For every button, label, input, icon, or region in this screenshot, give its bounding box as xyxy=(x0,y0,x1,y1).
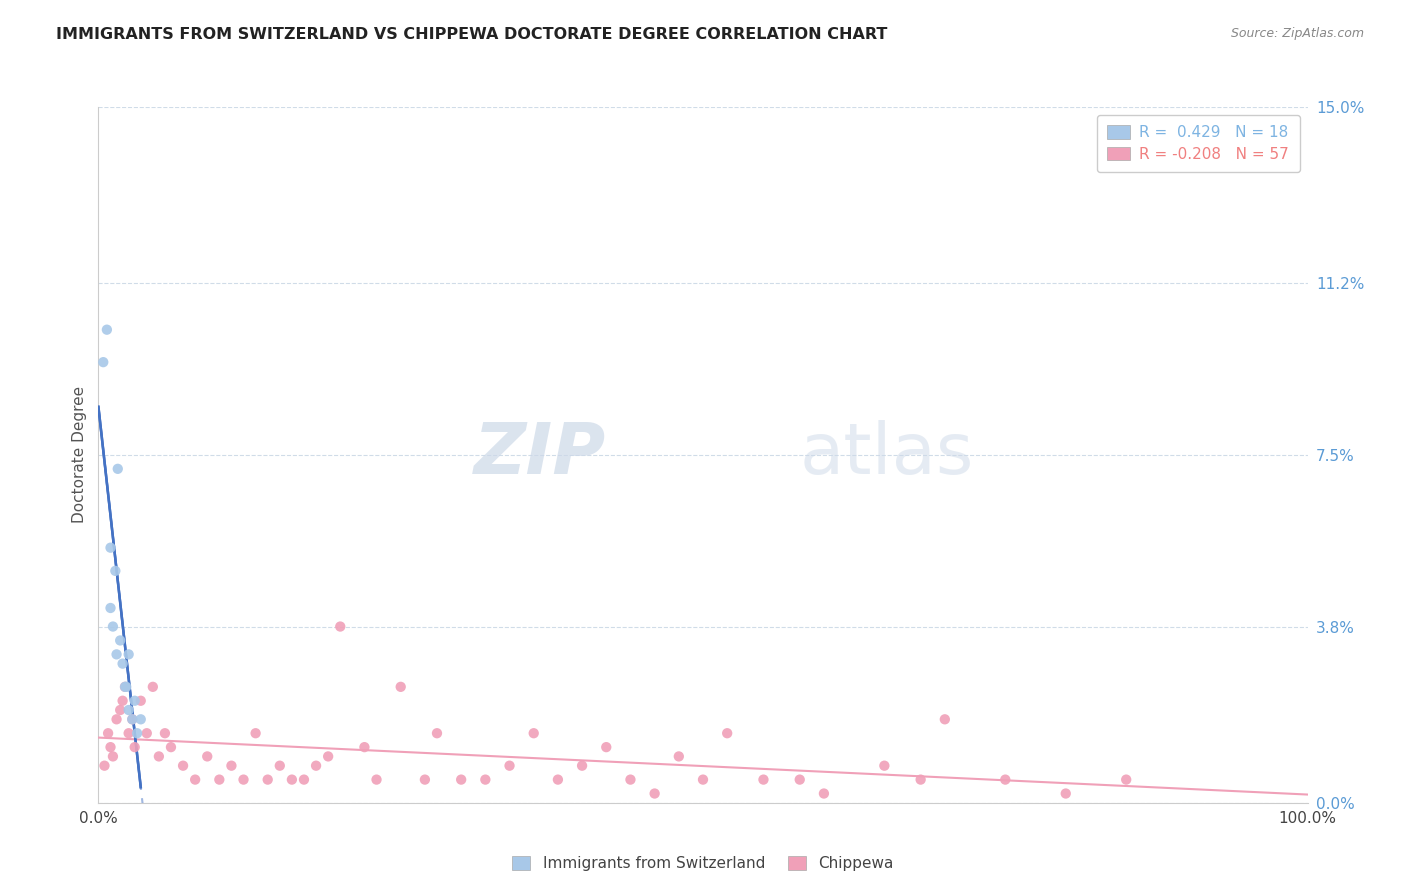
Point xyxy=(195,749,218,764)
Point xyxy=(389,680,412,694)
Point xyxy=(1054,787,1077,801)
Point xyxy=(118,703,141,717)
Point xyxy=(111,657,134,671)
Text: IMMIGRANTS FROM SWITZERLAND VS CHIPPEWA DOCTORATE DEGREE CORRELATION CHART: IMMIGRANTS FROM SWITZERLAND VS CHIPPEWA … xyxy=(56,27,887,42)
Point xyxy=(111,694,134,708)
Point xyxy=(93,758,115,772)
Point xyxy=(115,680,138,694)
Point xyxy=(101,619,124,633)
Point xyxy=(619,772,641,787)
Point xyxy=(450,772,472,787)
Point xyxy=(789,772,811,787)
Point xyxy=(118,726,141,740)
Point xyxy=(668,749,690,764)
Point xyxy=(221,758,243,772)
Point xyxy=(329,619,352,633)
Point xyxy=(910,772,932,787)
Point xyxy=(547,772,569,787)
Point xyxy=(413,772,436,787)
Point xyxy=(142,680,165,694)
Point xyxy=(644,787,666,801)
Point xyxy=(91,355,114,369)
Point xyxy=(121,712,143,726)
Legend: R =  0.429   N = 18, R = -0.208   N = 57: R = 0.429 N = 18, R = -0.208 N = 57 xyxy=(1097,115,1301,172)
Point xyxy=(100,740,122,755)
Point xyxy=(129,712,152,726)
Text: Source: ZipAtlas.com: Source: ZipAtlas.com xyxy=(1230,27,1364,40)
Point xyxy=(124,694,146,708)
Point xyxy=(571,758,593,772)
Point xyxy=(305,758,328,772)
Y-axis label: Doctorate Degree: Doctorate Degree xyxy=(72,386,87,524)
Point xyxy=(100,601,122,615)
Point xyxy=(994,772,1017,787)
Point xyxy=(96,323,118,337)
Point xyxy=(934,712,956,726)
Point xyxy=(813,787,835,801)
Point xyxy=(256,772,278,787)
Point xyxy=(245,726,267,740)
Point xyxy=(172,758,194,772)
Point xyxy=(118,648,141,662)
Point xyxy=(114,680,136,694)
Point xyxy=(148,749,170,764)
Point xyxy=(184,772,207,787)
Point xyxy=(129,694,152,708)
Point xyxy=(498,758,520,772)
Point xyxy=(716,726,738,740)
Point xyxy=(595,740,617,755)
Text: atlas: atlas xyxy=(800,420,974,490)
Point xyxy=(353,740,375,755)
Point xyxy=(104,564,127,578)
Point xyxy=(366,772,388,787)
Point xyxy=(105,648,128,662)
Point xyxy=(474,772,496,787)
Point xyxy=(97,726,120,740)
Text: ZIP: ZIP xyxy=(474,420,606,490)
Point xyxy=(269,758,291,772)
Point xyxy=(108,703,131,717)
Point xyxy=(692,772,714,787)
Point xyxy=(108,633,131,648)
Point xyxy=(124,740,146,755)
Point xyxy=(135,726,157,740)
Point xyxy=(292,772,315,787)
Point xyxy=(105,712,128,726)
Point xyxy=(160,740,183,755)
Point xyxy=(101,749,124,764)
Point xyxy=(873,758,896,772)
Point xyxy=(752,772,775,787)
Point xyxy=(208,772,231,787)
Point xyxy=(153,726,176,740)
Point xyxy=(316,749,339,764)
Point xyxy=(523,726,546,740)
Point xyxy=(107,462,129,476)
Point xyxy=(232,772,254,787)
Point xyxy=(426,726,449,740)
Point xyxy=(100,541,122,555)
Point xyxy=(281,772,304,787)
Point xyxy=(1115,772,1137,787)
Point xyxy=(114,680,136,694)
Point xyxy=(121,712,143,726)
Point xyxy=(127,726,149,740)
